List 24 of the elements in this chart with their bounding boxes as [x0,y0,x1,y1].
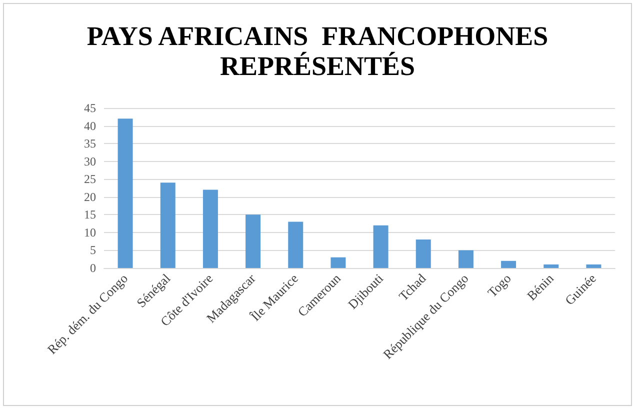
bar [118,118,133,268]
y-tick-label: 15 [84,208,96,222]
y-tick-label: 35 [84,136,96,151]
y-tick-label: 0 [90,261,96,275]
bar [202,190,218,268]
bar [288,222,304,268]
y-tick-label: 30 [84,154,96,168]
bar [458,250,474,268]
bar [373,225,388,268]
y-tick-label: 10 [84,225,96,240]
y-tick-label: 25 [84,172,96,186]
chart-title: PAYS AFRICAINS FRANCOPHONES REPRÉSENTÉS [86,21,548,81]
bar [330,257,346,268]
bar [416,240,431,268]
y-tick-label: 45 [84,101,96,115]
y-tick-label: 5 [90,243,96,258]
bar [501,260,516,268]
x-tick-label: Togo [484,270,514,300]
y-tick-label: 20 [84,190,96,204]
bar [246,214,261,268]
y-tick-label: 40 [84,118,96,133]
bar [160,182,176,268]
bar [586,264,602,268]
bar [544,264,559,268]
